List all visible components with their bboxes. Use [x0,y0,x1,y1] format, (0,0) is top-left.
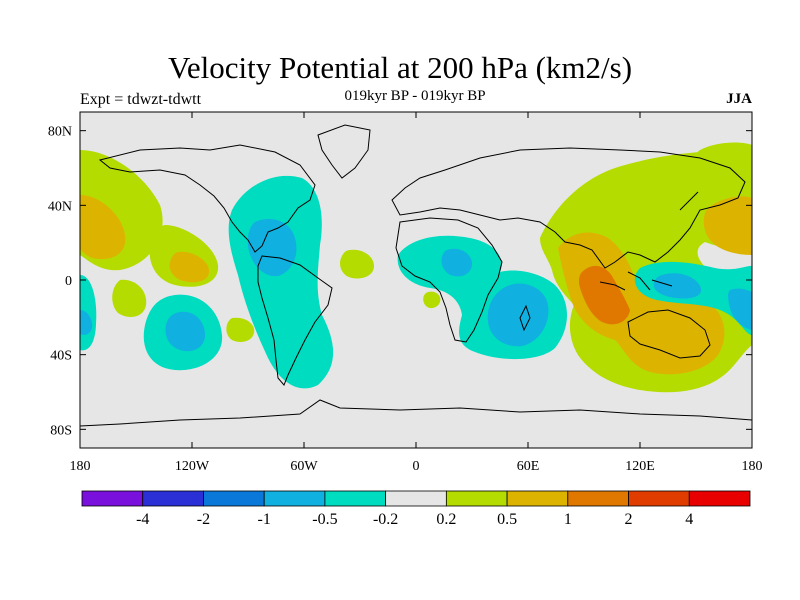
colorbar-swatch [445,490,508,507]
coastline-eurasia [391,147,746,269]
contour-region [487,283,549,347]
colorbar-swatch [81,490,144,507]
colorbar-label: -2 [197,511,210,528]
contour-region [226,317,255,342]
coastline-madagascar [519,304,531,332]
lat-tick-label: 80S [50,423,72,438]
lat-tick-label: 40N [48,199,72,214]
colorbar-label: -4 [136,511,149,528]
coastline-japan [679,191,699,211]
contour-region [578,265,630,325]
colorbar-swatch [385,490,447,507]
colorbar-label: 0.5 [497,511,517,528]
contour-region [696,142,752,175]
contour-region [441,248,473,277]
contour-fills [80,142,752,393]
coastline-north-america [98,144,316,253]
contour-region [169,251,210,283]
colorbar-label: -0.5 [312,511,337,528]
colorbar-swatch [142,490,204,507]
coastline-africa [395,217,503,343]
colorbar-swatch [567,490,629,507]
lon-tick-label: 180 [70,459,91,474]
lon-tick-label: 120E [625,459,655,474]
axis-labels: 180 120W 60W 0 60E 120E 180 80N 40N 0 40S 80S [48,125,763,474]
colorbar-swatch [688,490,751,507]
coastline-indonesia [599,271,673,291]
map-subtitle: 019kyr BP - 019kyr BP [344,88,486,104]
colorbar-swatch [203,490,265,507]
coastline-greenland [317,124,371,179]
colorbar-swatch [506,490,569,507]
contour-region [653,273,702,299]
contour-region [80,195,126,260]
colorbar-label: 1 [564,511,572,528]
lon-tick-label: 0 [413,459,420,474]
contour-region [112,279,147,317]
coastline-australia [627,309,711,359]
colorbar-label: 4 [685,511,693,528]
coastlines [80,124,752,427]
map-title: Velocity Potential at 200 hPa (km2/s) [167,50,633,85]
colorbar [81,490,751,507]
season-label: JJA [726,91,752,107]
colorbar-labels: -4 -2 -1 -0.5 -0.2 0.2 0.5 1 2 4 [136,511,693,528]
contour-region [165,311,205,352]
contour-region [728,288,752,330]
contour-region [80,310,93,335]
lon-tick-label: 180 [742,459,763,474]
contour-region [340,249,374,279]
colorbar-label: 0.2 [436,511,456,528]
lon-tick-label: 60W [290,459,318,474]
colorbar-label: -0.2 [373,511,398,528]
lat-tick-label: 0 [65,274,72,289]
colorbar-swatch [324,490,387,507]
coastline-antarctica [80,399,752,427]
colorbar-label: 2 [625,511,633,528]
colorbar-swatch [263,490,326,507]
lon-tick-label: 60E [517,459,540,474]
lon-tick-label: 120W [175,459,210,474]
contour-region [703,196,752,255]
colorbar-label: -1 [258,511,271,528]
experiment-label: Expt = tdwzt-tdwtt [80,91,202,108]
contour-region [423,291,441,309]
coastline-south-america [257,255,333,386]
colorbar-swatch [628,490,690,507]
lat-tick-label: 40S [50,349,72,364]
axis-ticks [79,112,753,448]
lat-tick-label: 80N [48,125,72,140]
